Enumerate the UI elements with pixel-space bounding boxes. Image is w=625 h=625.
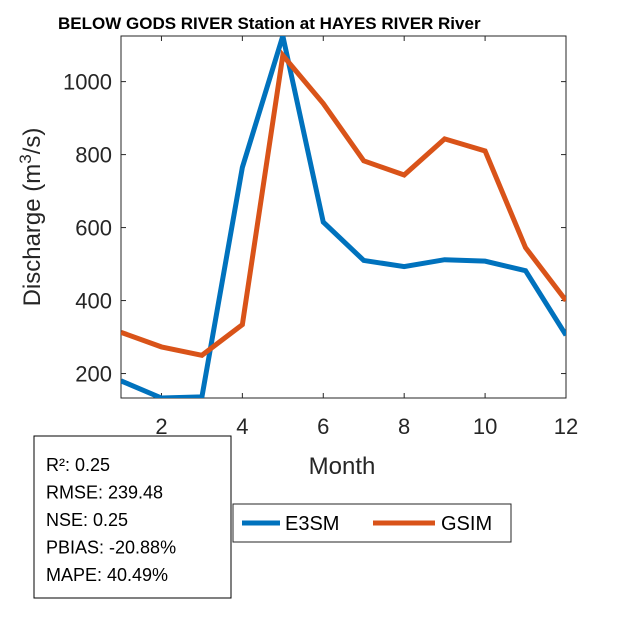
y-tick-label: 800 bbox=[75, 143, 112, 168]
stats-line: RMSE: 239.48 bbox=[46, 483, 163, 503]
axes-frame bbox=[120, 35, 567, 399]
x-tick-label: 8 bbox=[398, 414, 410, 439]
stats-line: PBIAS: -20.88% bbox=[46, 538, 176, 558]
y-tick-label: 200 bbox=[75, 362, 112, 387]
y-tick-label: 600 bbox=[75, 216, 112, 241]
series-line-e3sm bbox=[121, 36, 566, 398]
y-axis-label: Discharge (m3/s) bbox=[16, 128, 46, 307]
y-axis-label-superscript: 3 bbox=[16, 154, 35, 163]
series-line-gsim bbox=[121, 49, 566, 358]
legend: E3SM GSIM bbox=[232, 503, 512, 543]
stats-box: R²: 0.25 RMSE: 239.48 NSE: 0.25 PBIAS: -20.… bbox=[33, 435, 232, 599]
x-tick-label: 12 bbox=[554, 414, 578, 439]
legend-label-e3sm: E3SM bbox=[285, 513, 339, 535]
x-tick-label: 2 bbox=[155, 414, 167, 439]
stats-box-frame bbox=[33, 435, 232, 599]
stats-line: MAPE: 40.49% bbox=[46, 565, 168, 585]
y-tick-label: 1000 bbox=[63, 70, 112, 95]
stats-line: NSE: 0.25 bbox=[46, 510, 128, 530]
y-tick-label: 400 bbox=[75, 289, 112, 314]
x-tick-label: 10 bbox=[473, 414, 497, 439]
x-tick-label: 6 bbox=[317, 414, 329, 439]
x-tick-label: 4 bbox=[236, 414, 248, 439]
chart-title: BELOW GODS RIVER Station at HAYES RIVER … bbox=[58, 14, 481, 33]
plot-area: 2 4 6 8 10 12 200 400 600 800 1000 bbox=[63, 35, 578, 439]
stats-line: R²: 0.25 bbox=[46, 455, 110, 475]
y-axis-label-main: Discharge (m bbox=[19, 164, 46, 307]
x-axis-label: Month bbox=[309, 453, 376, 480]
y-axis-label-tail: /s) bbox=[19, 128, 46, 155]
legend-label-gsim: GSIM bbox=[441, 513, 492, 535]
